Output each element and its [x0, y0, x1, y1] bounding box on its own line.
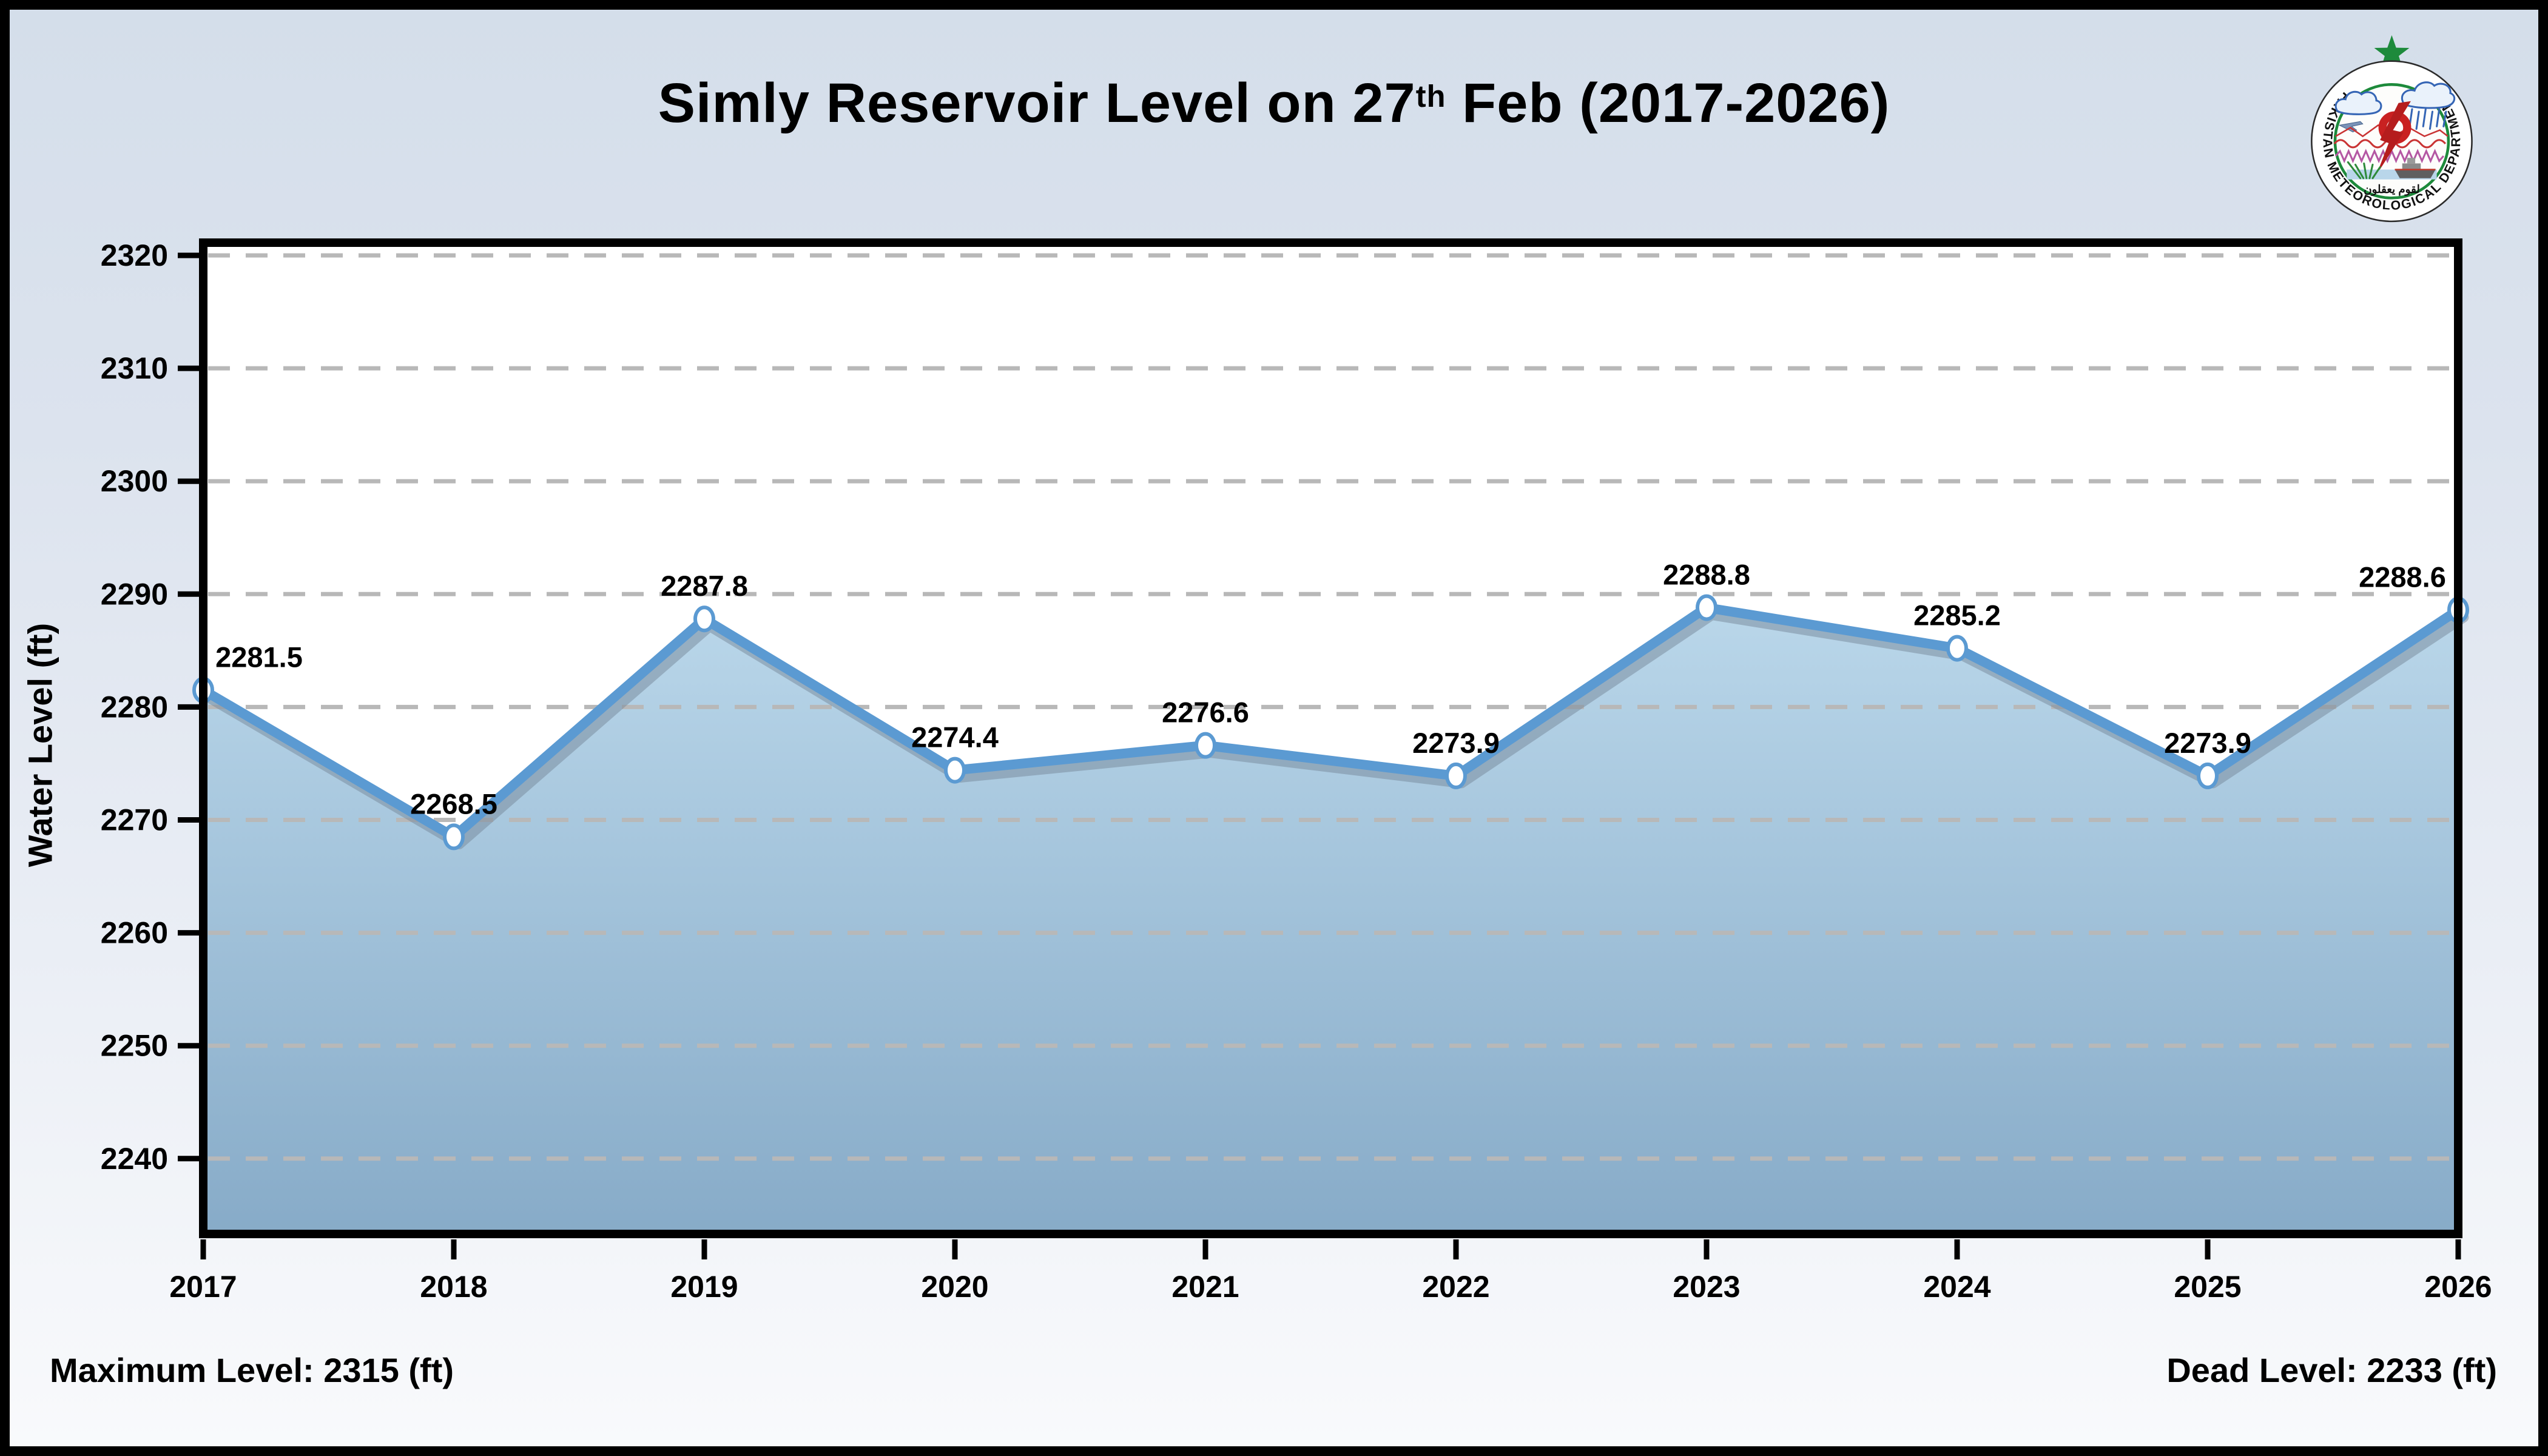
chart-title-superscript: th	[1415, 78, 1446, 113]
logo-lightning-icon	[2376, 101, 2411, 175]
dead-level-annotation: Dead Level: 2233 (ft)	[2166, 1351, 2497, 1389]
chart-title-suffix: Feb (2017-2026)	[1446, 72, 1890, 134]
x-tick-label: 2022	[1422, 1270, 1489, 1304]
data-point-label: 2268.5	[410, 787, 497, 820]
y-tick-label: 2240	[101, 1142, 168, 1176]
x-tick-label: 2018	[420, 1270, 487, 1304]
max-level-annotation: Maximum Level: 2315 (ft)	[50, 1351, 454, 1389]
logo-zigzag-line	[2334, 149, 2444, 164]
y-tick-label: 2280	[101, 690, 168, 724]
x-tick-label: 2025	[2174, 1270, 2241, 1304]
x-tick-label: 2026	[2424, 1270, 2492, 1304]
pmd-logo: PAKISTAN METEOROLOGICAL DEPARTMENT لقوم …	[2311, 35, 2473, 223]
data-point-label: 2288.8	[1663, 559, 1750, 591]
y-tick-label: 2290	[101, 577, 168, 611]
logo-grass-icon	[2347, 161, 2381, 180]
data-point-marker	[944, 757, 966, 784]
y-tick-label: 2310	[101, 351, 168, 385]
x-tick-label: 2017	[169, 1270, 237, 1304]
data-point-label: 2287.8	[661, 570, 748, 602]
logo-ship-icon	[2395, 158, 2436, 178]
x-tick-label: 2023	[1673, 1270, 1740, 1304]
logo-plane-icon	[2338, 121, 2364, 133]
chart-title-prefix: Simly Reservoir Level on 27	[658, 72, 1416, 134]
data-point-marker	[693, 605, 715, 633]
data-point-marker	[1445, 762, 1467, 789]
y-tick-label: 2250	[101, 1029, 168, 1063]
data-point-label: 2281.5	[215, 641, 303, 673]
area-fill	[203, 607, 2458, 1234]
data-point-label: 2274.4	[911, 721, 999, 753]
y-tick-label: 2320	[101, 238, 168, 272]
data-point-label: 2285.2	[1913, 599, 2001, 632]
data-point-marker	[1195, 732, 1216, 759]
data-point-marker	[2197, 762, 2219, 789]
data-point-label: 2273.9	[2164, 727, 2251, 759]
x-tick-label: 2020	[921, 1270, 988, 1304]
data-point-label: 2276.6	[1162, 696, 1249, 729]
data-point-marker	[1946, 635, 1968, 662]
x-tick-label: 2019	[670, 1270, 738, 1304]
data-line	[198, 602, 2463, 842]
plot-border	[199, 238, 2462, 1238]
logo-cloud-right-icon	[2401, 81, 2456, 109]
logo-star-icon	[2374, 35, 2410, 69]
data-point-label: 2288.6	[2359, 561, 2446, 593]
data-point-marker	[1696, 594, 1717, 621]
y-axis-title: Water Level (ft)	[21, 622, 59, 868]
x-tick-label: 2021	[1171, 1270, 1239, 1304]
data-point-label: 2273.9	[1412, 727, 1500, 759]
data-point-marker	[443, 823, 465, 851]
y-tick-label: 2300	[101, 464, 168, 498]
y-tick-label: 2260	[101, 916, 168, 950]
chart-title: Simly Reservoir Level on 27th Feb (2017-…	[0, 72, 2548, 135]
y-tick-label: 2270	[101, 803, 168, 837]
logo-cloud-left-icon	[2334, 90, 2382, 115]
x-tick-label: 2024	[1923, 1270, 1990, 1304]
logo-arabic-text: لقوم يعقلون	[2364, 183, 2420, 196]
